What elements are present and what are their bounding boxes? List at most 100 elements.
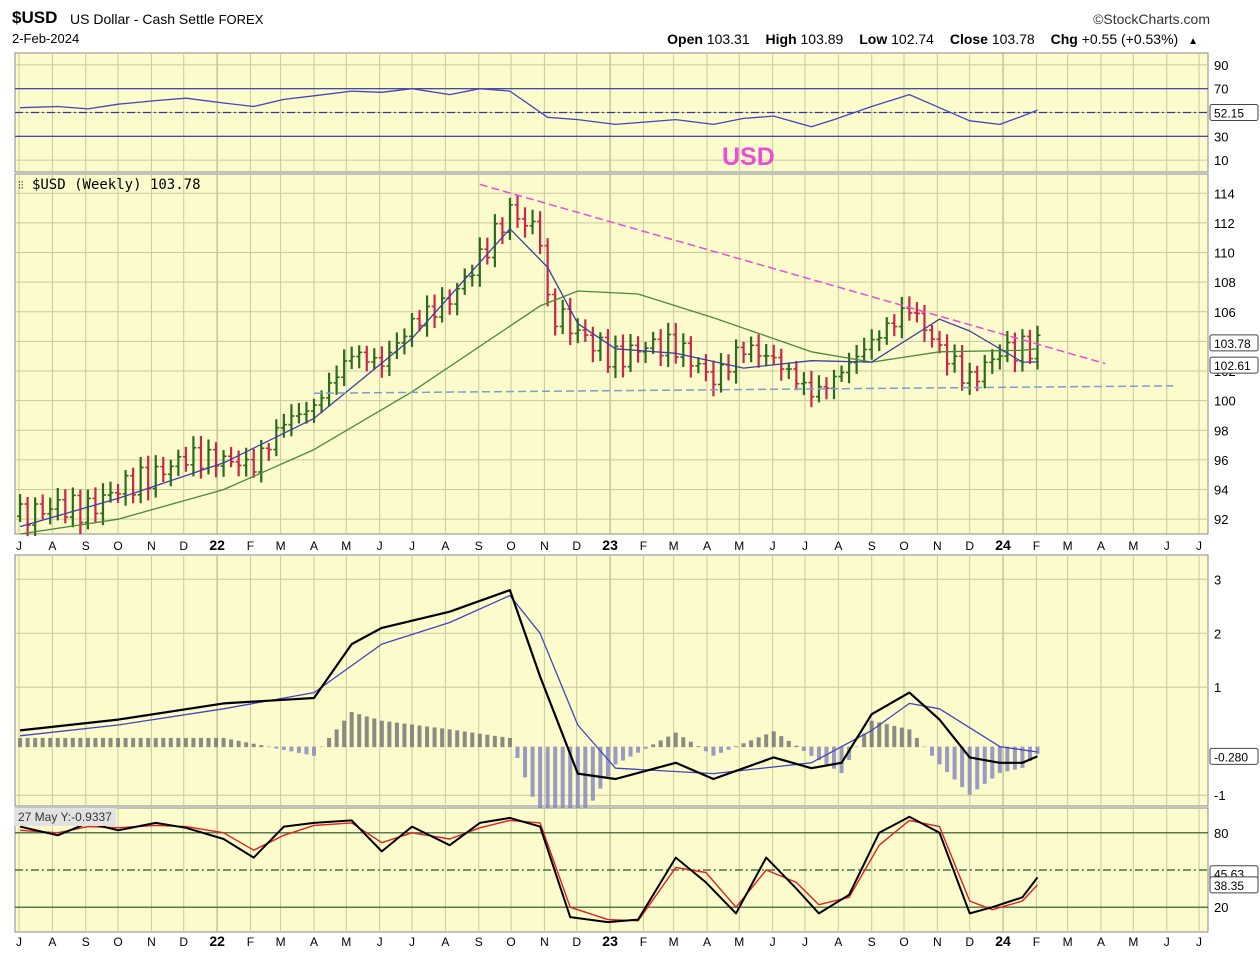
macd-histogram-bar — [357, 714, 362, 748]
macd-histogram-bar — [477, 733, 482, 748]
x-tick-label-bottom: S — [475, 935, 483, 949]
x-tick-label-bottom: N — [540, 935, 549, 949]
x-tick-label: O — [506, 539, 515, 553]
price-bar — [348, 346, 355, 370]
price-bar — [717, 353, 724, 393]
macd-histogram-bar — [779, 736, 784, 748]
macd-histogram-bar — [1005, 746, 1010, 772]
macd-histogram-bar — [334, 729, 339, 748]
price-bar — [657, 329, 664, 367]
macd-histogram-bar — [138, 737, 143, 748]
price-bar — [989, 349, 996, 374]
x-tick-label-bottom: S — [82, 935, 90, 949]
price-bar — [378, 346, 385, 378]
macd-histogram-bar — [929, 746, 934, 756]
price-bar — [928, 324, 935, 348]
macd-histogram-bar — [982, 746, 987, 784]
price-bar — [318, 390, 325, 414]
price-legend: ⫶⫶ $USD (Weekly) 103.78 — [18, 177, 201, 193]
price-bar — [748, 336, 755, 363]
macd-histogram-bar — [251, 743, 256, 748]
macd-histogram-bar — [847, 746, 852, 761]
macd-histogram-bar — [379, 720, 384, 748]
price-bar — [514, 194, 521, 228]
macd-panel-gridlines — [18, 555, 1200, 806]
stoch-d-last-value: 38.35 — [1214, 879, 1244, 893]
macd-histogram-bar — [832, 746, 837, 769]
macd-histogram-bar — [1027, 746, 1032, 761]
price-bar — [356, 345, 363, 369]
x-tick-label: O — [899, 539, 908, 553]
macd-histogram-bar — [153, 737, 158, 748]
x-tick-label: M — [276, 539, 286, 553]
price-bar — [1034, 325, 1041, 370]
symbol-name: US Dollar - Cash Settle FOREX — [70, 11, 263, 27]
price-bar — [122, 470, 129, 506]
macd-histogram-bar — [583, 746, 588, 813]
price-tick-label: 94 — [1214, 483, 1228, 498]
x-tick-label: F — [1033, 539, 1040, 553]
macd-histogram-bar — [123, 737, 128, 748]
macd-tick-label: 3 — [1214, 572, 1221, 587]
macd-histogram-bar — [63, 737, 68, 748]
price-bar — [529, 209, 536, 235]
ohlc-summary: Open 103.31 High 103.89 Low 102.74 Close… — [667, 31, 1210, 47]
rsi-tick-label: 10 — [1214, 153, 1228, 168]
x-tick-label: A — [834, 539, 842, 553]
symbol-ticker: $USD — [12, 8, 58, 27]
price-bar — [823, 377, 830, 400]
macd-histogram-bar — [78, 737, 83, 748]
macd-signal-line — [20, 594, 1038, 775]
x-tick-label: J — [1196, 539, 1202, 553]
price-tick-label: 112 — [1214, 216, 1235, 231]
macd-histogram-bar — [500, 736, 505, 748]
macd-histogram-bar — [18, 737, 23, 748]
macd-histogram-bar — [349, 712, 354, 748]
price-bar — [69, 487, 76, 528]
macd-histogram-bar — [997, 746, 1002, 774]
macd-histogram-bar — [274, 746, 279, 749]
macd-histogram-bar — [605, 746, 610, 777]
macd-histogram-bar — [266, 746, 271, 748]
x-tick-label: A — [441, 539, 449, 553]
price-tick-label: 98 — [1214, 423, 1228, 438]
x-tick-label: J — [770, 539, 776, 553]
x-tick-label: M — [669, 539, 679, 553]
x-tick-label: J — [1164, 539, 1170, 553]
macd-histogram-bar — [590, 746, 595, 801]
macd-histogram-bar — [636, 746, 641, 753]
macd-histogram-bar — [507, 737, 512, 748]
x-tick-label: N — [933, 539, 942, 553]
price-bar — [913, 302, 920, 323]
macd-histogram-bar — [937, 746, 942, 765]
price-bar — [341, 349, 348, 387]
macd-histogram-bar — [372, 718, 377, 748]
price-bar — [597, 332, 604, 361]
macd-last-value: -0.280 — [1214, 750, 1248, 764]
price-bar — [62, 489, 69, 524]
price-bar — [944, 334, 951, 376]
x-tick-label-bottom: N — [933, 935, 942, 949]
price-bar — [152, 455, 159, 498]
macd-tick-label: 2 — [1214, 626, 1221, 641]
macd-histogram-bar — [425, 726, 430, 748]
price-bar — [898, 296, 905, 339]
x-tick-label-bottom: O — [899, 935, 908, 949]
macd-histogram-bar — [409, 724, 414, 748]
resistance-trendline — [479, 183, 1106, 365]
macd-histogram-bar — [628, 746, 633, 757]
price-tick-label: 92 — [1214, 512, 1228, 527]
price-bar — [228, 447, 235, 468]
rsi-last-value: 52.15 — [1214, 107, 1244, 121]
macd-histogram-bar — [342, 720, 347, 748]
price-bar — [363, 345, 370, 372]
price-bar — [54, 487, 61, 521]
x-tick-label-bottom: 24 — [995, 933, 1011, 949]
price-bar — [39, 494, 46, 520]
macd-histogram-bar — [25, 737, 30, 748]
price-bars — [17, 194, 1041, 537]
price-bar — [175, 449, 182, 477]
price-bar — [959, 344, 966, 391]
macd-histogram-bar — [711, 746, 716, 756]
price-bar — [333, 365, 340, 395]
